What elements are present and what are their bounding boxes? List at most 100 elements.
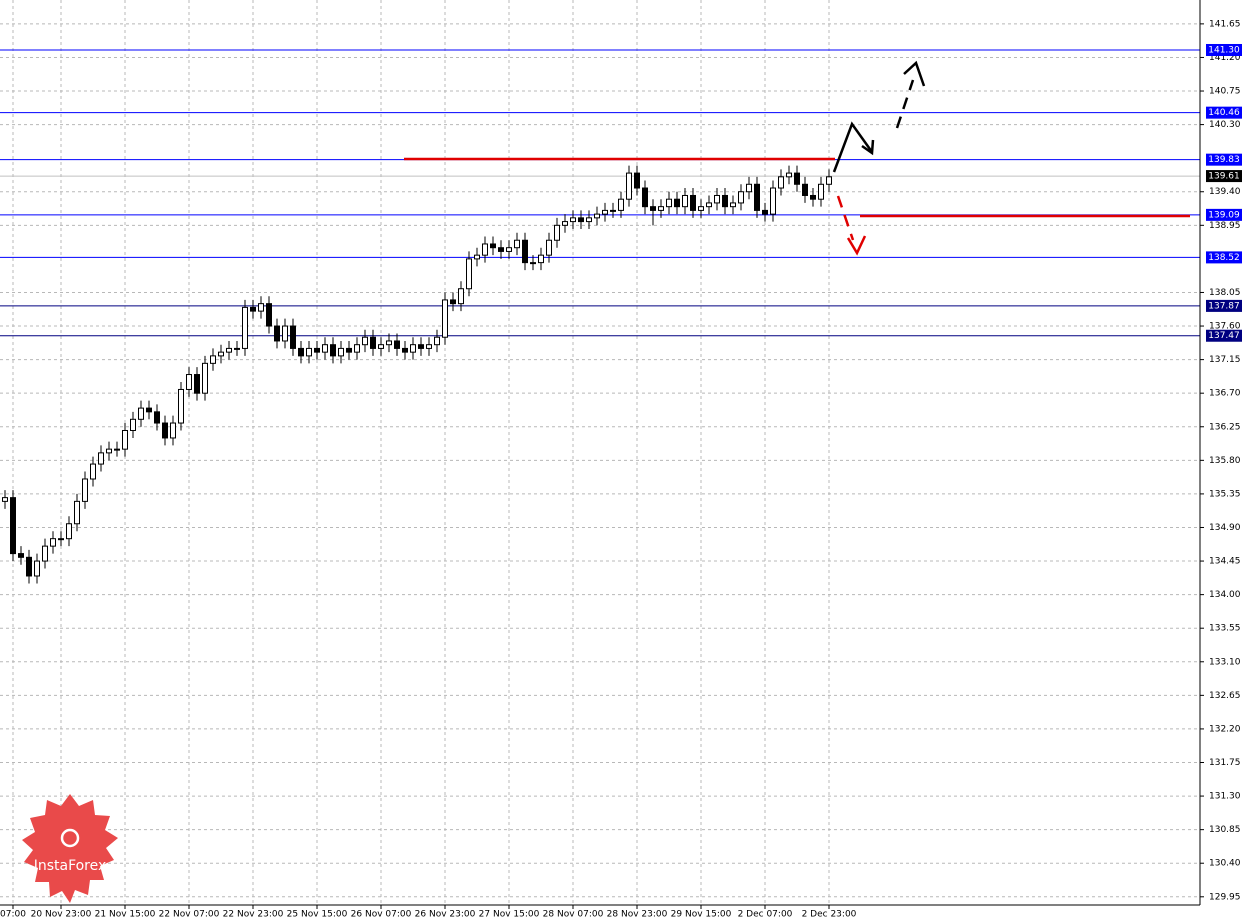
candle-body (578, 217, 584, 223)
candle-body (90, 463, 96, 480)
candle-body (242, 306, 248, 349)
candle-body (354, 344, 360, 353)
candle-body (802, 183, 808, 196)
candle-body (498, 247, 504, 252)
logo-icon (60, 828, 80, 848)
candle-body (818, 183, 824, 200)
candle-body (178, 388, 184, 424)
x-tick-label: 25 Nov 15:00 (287, 910, 348, 920)
candle-body (18, 553, 24, 558)
candle-body (122, 429, 128, 450)
y-tick-label: 136.70 (1209, 389, 1241, 399)
candle-body (194, 374, 200, 394)
candle-body (210, 355, 216, 364)
candle-body (690, 194, 696, 211)
y-tick-label: 134.45 (1209, 557, 1241, 567)
candle-body (106, 448, 112, 454)
candle-body (450, 299, 456, 305)
level-label: 137.87 (1208, 301, 1240, 311)
candle-body (762, 209, 768, 215)
candle-body (506, 247, 512, 252)
arrow-head (846, 235, 867, 256)
y-tick-label: 138.05 (1209, 288, 1241, 298)
y-tick-label: 135.35 (1209, 489, 1241, 499)
x-tick-label: 28 Nov 23:00 (607, 910, 668, 920)
candle-body (826, 176, 832, 185)
arrow-head (861, 139, 875, 156)
candle-body (674, 198, 680, 208)
candle-body (610, 209, 616, 212)
current-price-bg (1206, 170, 1242, 183)
x-tick-label: 22 Nov 07:00 (159, 910, 220, 920)
candle-body (258, 303, 264, 312)
candle-body (546, 239, 552, 256)
candle-body (642, 187, 648, 208)
candle-body (594, 213, 600, 219)
current-price-label: 139.61 (1208, 172, 1240, 182)
level-label-bg (1206, 208, 1242, 221)
axis-labels: 129.95 130.40 130.85 131.30 131.75 132.20 132.… (0, 19, 1242, 920)
candle-body (146, 407, 152, 413)
candle-body (794, 172, 800, 185)
candle-body (2, 497, 8, 502)
level-label: 140.46 (1208, 108, 1240, 118)
candle-body (394, 340, 400, 349)
y-tick-label: 141.20 (1209, 53, 1241, 63)
candle-body (634, 172, 640, 189)
level-label: 139.83 (1208, 155, 1240, 165)
level-label-bg (1206, 329, 1242, 342)
x-tick-label: 29 Nov 15:00 (671, 910, 732, 920)
candle-body (482, 243, 488, 256)
candle-body (82, 478, 88, 502)
candle-body (74, 500, 80, 525)
candle-body (218, 351, 224, 357)
candle-body (778, 176, 784, 189)
candle-body (466, 258, 472, 290)
x-tick-label: 07:00 (0, 910, 26, 920)
candle-body (266, 303, 272, 327)
y-tick-label: 141.65 (1209, 19, 1241, 29)
candle-body (338, 347, 344, 357)
candle-body (42, 545, 48, 562)
candle-body (114, 448, 120, 451)
level-label-bg (1206, 153, 1242, 166)
candle-body (554, 224, 560, 241)
candle-body (330, 344, 336, 357)
candle-body (130, 418, 136, 431)
logo-text: InstaForex (34, 858, 107, 874)
candle-body (770, 187, 776, 215)
annotations (404, 60, 1190, 256)
candle-body (490, 243, 496, 249)
candle-body (250, 306, 256, 312)
x-tick-label: 20 Nov 23:00 (31, 910, 92, 920)
candle-body (754, 183, 760, 211)
candle-body (730, 202, 736, 208)
y-tick-label: 138.95 (1209, 221, 1241, 231)
candle-body (706, 202, 712, 208)
y-tick-label: 131.75 (1209, 758, 1241, 768)
candle-body (346, 347, 352, 353)
candle-body (738, 191, 744, 204)
candle-body (234, 347, 240, 350)
y-tick-label: 130.85 (1209, 825, 1241, 835)
candle-body (626, 172, 632, 200)
candle-body (426, 344, 432, 349)
y-tick-label: 133.55 (1209, 624, 1241, 634)
y-tick-label: 140.75 (1209, 87, 1241, 97)
candle-body (26, 556, 32, 577)
y-tick-label: 133.10 (1209, 657, 1241, 667)
level-label-bg (1206, 251, 1242, 264)
candle-body (530, 262, 536, 265)
candle-body (170, 422, 176, 439)
candle-body (154, 411, 160, 424)
y-tick-label: 135.80 (1209, 456, 1241, 466)
level-label: 137.47 (1208, 331, 1240, 341)
candle-body (442, 299, 448, 338)
candle-body (810, 194, 816, 200)
candle-body (698, 206, 704, 211)
level-label-bg (1206, 299, 1242, 312)
candle-body (458, 288, 464, 305)
candle-body (562, 221, 568, 226)
x-tick-label: 2 Dec 23:00 (802, 910, 857, 920)
